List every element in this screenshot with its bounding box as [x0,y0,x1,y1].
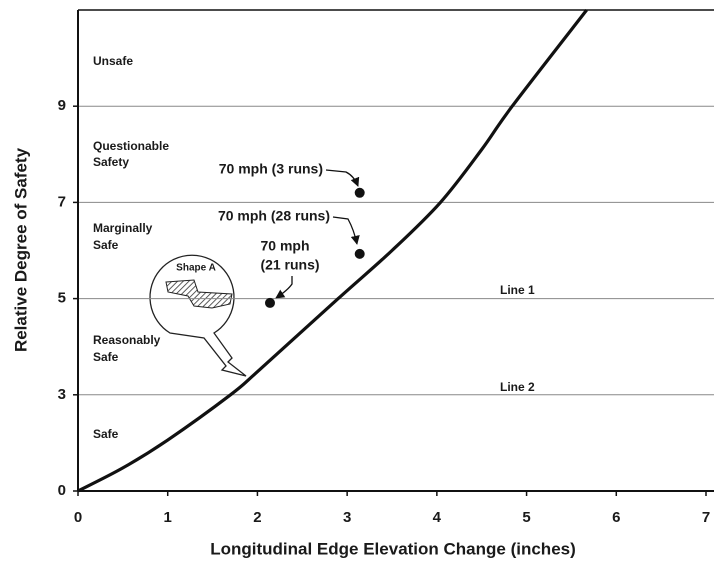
region-label: Reasonably [93,333,161,347]
data-point [354,187,365,198]
x-tick-label: 5 [522,509,530,526]
callout: Shape A [149,254,247,377]
region-label: Questionable [93,139,169,153]
safety-curve [77,9,588,493]
region-label: Safety [93,155,129,169]
x-tick-label: 0 [74,509,82,526]
x-tick-label: 4 [433,509,442,526]
callout-label: Shape A [176,263,216,274]
point-label: 70 mph [260,238,309,254]
data-point [264,297,275,308]
region-label: Safe [93,238,119,252]
point-label: 70 mph (3 runs) [219,161,323,177]
y-tick-label: 7 [58,193,66,210]
data-point [354,248,365,259]
y-tick-label: 5 [58,290,66,307]
line-label: Line 2 [500,380,535,394]
x-tick-label: 6 [612,509,620,526]
y-tick-label: 0 [58,482,66,499]
x-tick-label: 1 [164,509,172,526]
y-tick-label: 9 [58,97,66,114]
y-tick-label: 3 [58,386,66,403]
region-label: Unsafe [93,54,133,68]
annotation-arrows [275,169,360,299]
x-tick-label: 7 [702,509,710,526]
x-axis-title: Longitudinal Edge Elevation Change (inch… [210,539,576,558]
region-label: Safe [93,350,119,364]
region-label: Marginally [93,221,153,235]
x-tick-label: 2 [253,509,261,526]
region-label: Safe [93,427,119,441]
point-label: 70 mph (28 runs) [218,208,330,224]
x-tick-label: 3 [343,509,351,526]
line-label: Line 1 [500,283,535,297]
point-label: (21 runs) [260,257,319,273]
y-axis-title: Relative Degree of Safety [11,147,30,352]
